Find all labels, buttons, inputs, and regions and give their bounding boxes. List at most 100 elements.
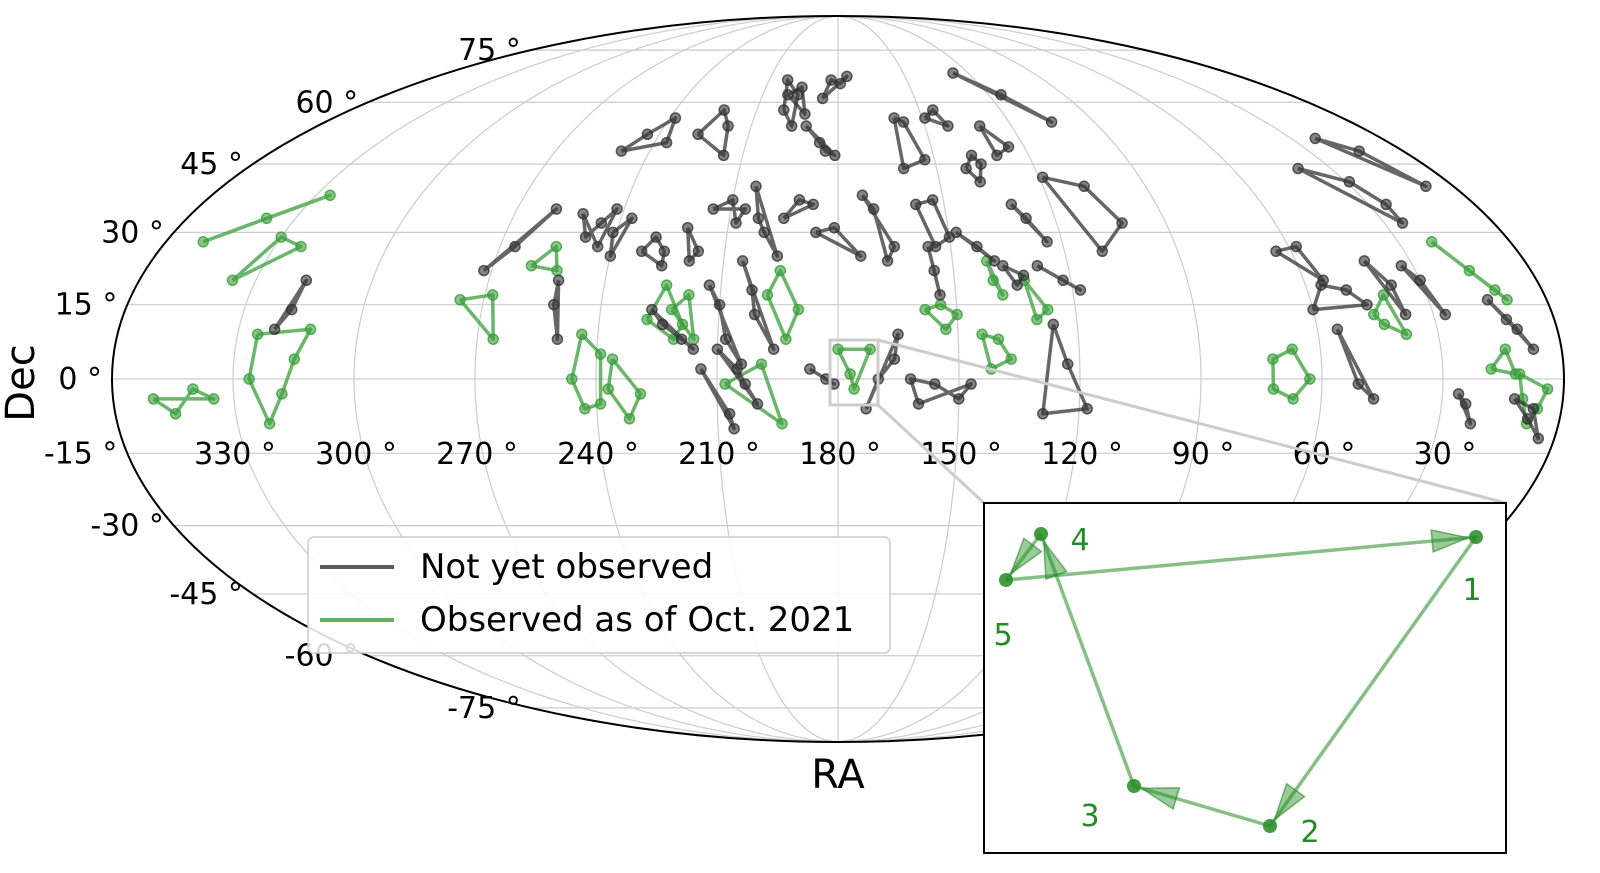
unobserved-field (888, 112, 931, 175)
field-point (1513, 368, 1526, 380)
ra-gridline (474, 16, 839, 742)
field-point (615, 145, 628, 157)
field-point (226, 274, 239, 287)
field-point (551, 264, 563, 277)
inset-arrowhead (1009, 537, 1043, 576)
observed-field (1018, 274, 1054, 326)
field-point (758, 226, 770, 239)
inset-point (1263, 819, 1277, 833)
field-point (1292, 162, 1304, 175)
ra-gridline (837, 16, 960, 742)
field-point (487, 333, 499, 345)
field-point (785, 120, 798, 132)
field-point (844, 368, 856, 380)
field-point (1353, 145, 1365, 157)
field-point (288, 353, 301, 365)
field-point (1331, 323, 1344, 336)
field-point (800, 120, 812, 132)
field-point (929, 378, 941, 390)
field-path (1275, 244, 1325, 283)
field-point (1463, 264, 1476, 277)
dec-tick-label: -30 ° (90, 509, 164, 544)
field-point (275, 231, 287, 243)
field-point (736, 255, 749, 267)
field-point (604, 250, 617, 262)
field-path (1400, 264, 1448, 317)
field-point (641, 313, 653, 326)
unobserved-field (736, 255, 780, 355)
field-point (746, 284, 758, 296)
field-path (1022, 279, 1050, 322)
field-point (1352, 378, 1365, 390)
field-point (707, 203, 720, 215)
inset-connector-top (877, 338, 1507, 505)
field-point (646, 303, 658, 316)
survey-fields (147, 67, 1554, 445)
field-point (995, 88, 1007, 101)
unobserved-field (478, 203, 563, 277)
unobserved-field (703, 279, 748, 370)
field-point (1005, 353, 1017, 365)
field-point (1267, 383, 1280, 395)
field-point (965, 378, 977, 390)
observed-field (602, 353, 647, 425)
field-point (675, 333, 688, 345)
legend-label-observed: Observed as of Oct. 2021 (420, 600, 854, 640)
unobserved-field (960, 149, 987, 188)
field-point (550, 203, 563, 215)
field-point (660, 136, 673, 149)
field-point (1057, 274, 1069, 287)
inset-segment (1268, 535, 1478, 828)
field-point (1290, 240, 1302, 253)
unobserved-field (604, 212, 638, 262)
field-point (904, 373, 917, 385)
observed-field (665, 289, 700, 345)
field-point (1270, 245, 1282, 258)
ra-tick-label: 180 ° (799, 437, 881, 472)
field-point (1511, 323, 1523, 336)
field-point (1047, 318, 1060, 331)
field-point (595, 217, 608, 229)
field-point (771, 250, 784, 262)
unobserved-field (577, 203, 623, 253)
field-point (683, 289, 695, 301)
ra-gridline (716, 16, 839, 742)
field-point (855, 250, 867, 262)
inset-observation-path (999, 527, 1483, 833)
field-point (793, 194, 806, 206)
field-point (848, 383, 860, 395)
dec-tick-labels: 75 °60 °45 °30 °15 °0 °-15 °-30 °-45 °-6… (44, 33, 521, 726)
field-point (778, 104, 790, 116)
field-point (971, 240, 983, 253)
field-point (1499, 343, 1512, 355)
unobserved-field (1452, 388, 1477, 430)
field-point (975, 158, 987, 170)
field-point (1527, 343, 1540, 355)
field-path (530, 244, 559, 273)
field-point (243, 373, 255, 385)
field-point (1361, 298, 1373, 311)
field-point (304, 323, 317, 336)
field-point (665, 303, 678, 316)
ra-tick-labels: 330 ° 300 ° 270 ° 240 ° 210 ° 180 ° 150 ° 120 °… (194, 437, 1476, 472)
field-point (711, 343, 724, 355)
ra-tick-label: 300 ° (315, 437, 397, 472)
field-point (268, 323, 281, 336)
field-point (965, 149, 978, 162)
unobserved-field (615, 112, 682, 157)
observed-field (1485, 343, 1522, 380)
field-point (751, 398, 764, 410)
field-point (1061, 358, 1074, 370)
unobserved-field (800, 120, 841, 162)
field-point (761, 289, 774, 301)
field-point (1396, 217, 1409, 229)
field-point (650, 231, 662, 243)
field-point (717, 149, 730, 162)
field-point (973, 120, 986, 132)
field-point (260, 212, 273, 225)
field-point (988, 255, 1001, 267)
field-point (776, 417, 788, 430)
field-point (208, 393, 220, 405)
field-point (928, 264, 940, 277)
field-point (828, 221, 841, 234)
